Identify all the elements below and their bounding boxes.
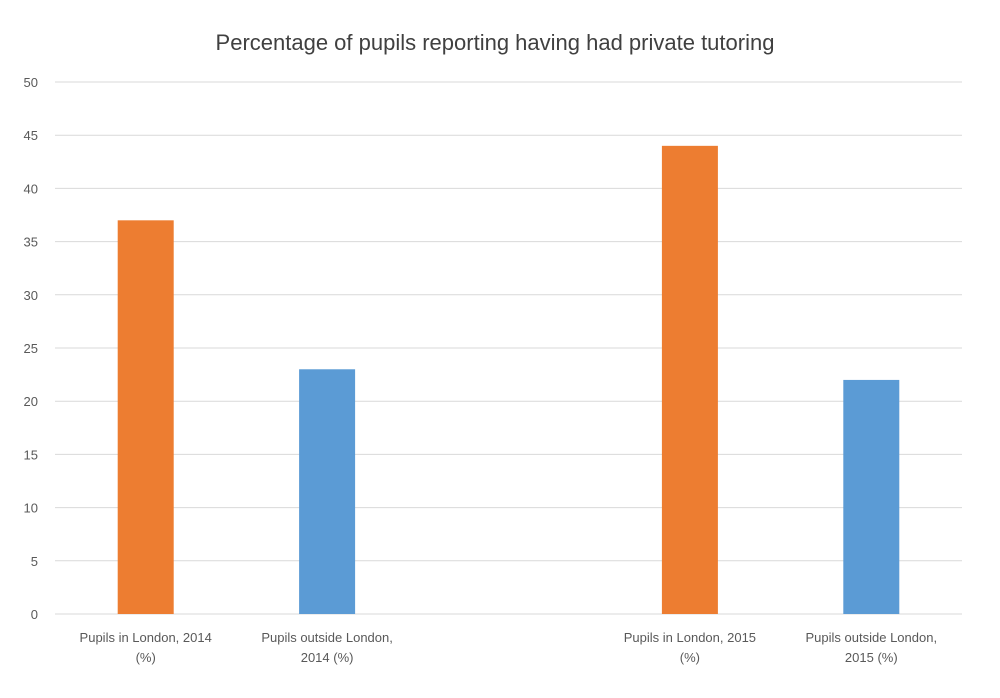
y-tick-label: 40 bbox=[24, 181, 38, 196]
y-tick-label: 10 bbox=[24, 501, 38, 516]
y-tick-label: 35 bbox=[24, 235, 38, 250]
y-tick-label: 50 bbox=[24, 75, 38, 90]
bar bbox=[843, 379, 900, 614]
y-tick-label: 5 bbox=[31, 554, 38, 569]
y-tick-label: 0 bbox=[31, 607, 38, 622]
x-category-label: Pupils in London, 2015 bbox=[624, 630, 756, 645]
y-tick-label: 20 bbox=[24, 394, 38, 409]
chart-title: Percentage of pupils reporting having ha… bbox=[216, 30, 775, 55]
y-tick-label: 25 bbox=[24, 341, 38, 356]
x-category-label: 2015 (%) bbox=[845, 650, 898, 665]
bar bbox=[299, 369, 356, 614]
x-category-label: Pupils outside London, bbox=[806, 630, 938, 645]
y-tick-label: 15 bbox=[24, 447, 38, 462]
bar bbox=[117, 220, 174, 614]
x-category-label: (%) bbox=[136, 650, 156, 665]
x-category-label: Pupils outside London, bbox=[261, 630, 393, 645]
y-tick-label: 45 bbox=[24, 128, 38, 143]
x-category-label: 2014 (%) bbox=[301, 650, 354, 665]
x-category-label: (%) bbox=[680, 650, 700, 665]
bar bbox=[661, 145, 718, 614]
y-tick-label: 30 bbox=[24, 288, 38, 303]
x-category-label: Pupils in London, 2014 bbox=[80, 630, 212, 645]
